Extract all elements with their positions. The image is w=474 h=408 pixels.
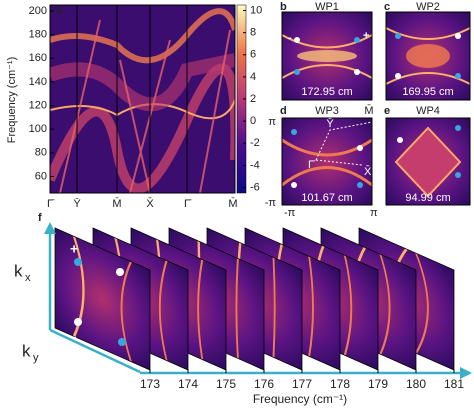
k-point: Ȳ (326, 118, 334, 130)
frequency-label: 172.95 cm (301, 86, 352, 98)
x-tick-label: 179 (368, 377, 388, 391)
kx-label: k (14, 261, 23, 280)
y-tick-label: 100 (29, 123, 47, 135)
colorbar-tick-label: -4 (250, 159, 260, 171)
y-tick-label: 140 (29, 76, 47, 88)
slice-curve (158, 259, 168, 361)
panel-d (281, 117, 373, 206)
x-tick-label: 177 (292, 377, 312, 391)
panel-c (385, 11, 471, 101)
marker-label: - (72, 329, 77, 345)
x-tick-label: Γ̄ (47, 198, 55, 210)
y-tick-label: 200 (29, 5, 47, 17)
weyl-point (74, 258, 82, 266)
x-tick-label: Ȳ (73, 198, 81, 210)
slice-curve (272, 257, 276, 358)
x-tick-label: 180 (406, 377, 426, 391)
arrow-head (460, 367, 472, 379)
weyl-point (74, 318, 82, 326)
ky-subscript: y (33, 352, 39, 364)
panel-e (385, 117, 471, 206)
axis-label: π (268, 116, 276, 128)
slice-curve (120, 260, 132, 362)
y-tick-label: 160 (29, 52, 47, 64)
panel-label: a (56, 4, 63, 16)
k-point: M̄ (364, 104, 373, 117)
colorbar-tick-label: 8 (250, 27, 256, 39)
x-tick-label: M̄ (112, 197, 121, 210)
weyl-point (118, 338, 126, 346)
panel-label: d (280, 105, 287, 117)
x-tick-label: Γ̄ (184, 198, 192, 210)
axis-label: -π (284, 207, 296, 219)
slice-curve (197, 258, 204, 360)
slice-stack (54, 227, 455, 371)
colorbar-tick-label: 0 (250, 115, 256, 127)
x-tick-label: X̄ (146, 197, 154, 210)
slice-curve (72, 236, 85, 338)
axis-label: -π (265, 197, 277, 209)
y-tick-label: 60 (35, 170, 47, 182)
x-tick-label: 178 (330, 377, 350, 391)
x-tick-label: 181 (444, 377, 464, 391)
panel-title: WP4 (416, 105, 440, 117)
slice-curve (343, 255, 353, 356)
panel-label: e (384, 105, 390, 117)
panel-b (281, 11, 373, 101)
slice-curve (308, 256, 314, 357)
x-tick-label: 174 (178, 377, 198, 391)
colorbar-tick-label: 2 (250, 93, 256, 105)
panel-label: c (384, 1, 390, 13)
k-point: X̄ (364, 165, 372, 178)
panel-title: WP2 (416, 1, 440, 13)
weyl-point (116, 268, 124, 276)
axis-label: π (370, 207, 378, 219)
ky-arrow (49, 328, 141, 374)
x-tick-label: 175 (216, 377, 236, 391)
marker-label: + (70, 241, 78, 257)
colorbar-tick-label: 6 (250, 49, 256, 61)
panel-title: WP1 (315, 1, 339, 13)
colorbar-tick-label: 4 (250, 71, 256, 83)
x-tick-label: M̄ (228, 197, 237, 210)
marker-label: - (288, 32, 292, 44)
x-axis-label: Frequency (cm⁻¹) (253, 392, 347, 406)
y-tick-label: 80 (35, 147, 47, 159)
k-point: Γ̄ (308, 159, 316, 171)
kx-subscript: x (25, 272, 31, 284)
band-heatmap (50, 5, 235, 193)
frequency-label: 101.67 cm (301, 192, 352, 204)
slice-frame (54, 227, 151, 371)
x-tick-label: 173 (140, 377, 160, 391)
colorbar-tick-label: 10 (250, 4, 262, 16)
marker-label: + (363, 30, 369, 42)
frequency-label: 169.95 cm (402, 86, 453, 98)
panel-label: b (280, 1, 287, 13)
plot-frame (49, 4, 236, 194)
slice-curve (235, 257, 239, 359)
frequency-label: 94.99 cm (405, 192, 450, 204)
ky-label: k (22, 341, 31, 360)
x-tick-label: 176 (254, 377, 274, 391)
panel-label: f (38, 212, 42, 224)
panel-title: WP3 (315, 105, 339, 117)
y-axis-label: Frequency (cm⁻¹) (6, 57, 18, 144)
colorbar-tick-label: -6 (250, 181, 260, 193)
colorbar-tick-label: -2 (250, 137, 260, 149)
slice-curve (415, 253, 429, 355)
y-tick-label: 180 (29, 28, 47, 40)
arrow-head (44, 222, 56, 234)
y-tick-label: 120 (29, 99, 47, 111)
slice-curve (379, 254, 391, 356)
